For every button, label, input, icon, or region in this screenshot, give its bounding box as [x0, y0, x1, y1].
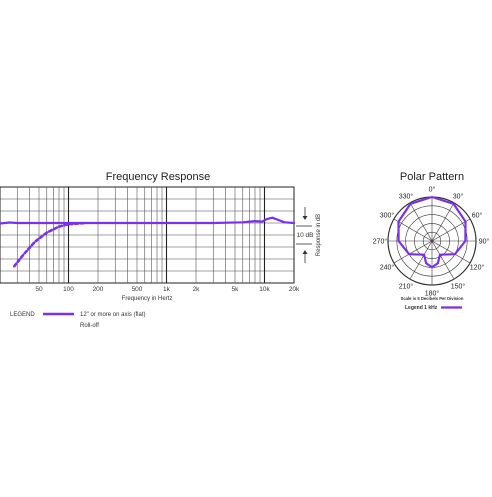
y-axis-label: Response in dB — [316, 214, 322, 256]
polar-spoke — [393, 218, 433, 242]
polar-angle-label: 240° — [380, 264, 395, 272]
series-line-flat — [0, 216, 296, 225]
polar-scale-note: Scale is 5 Decibels Per Division — [401, 296, 464, 301]
frequency-series — [0, 216, 296, 268]
polar-spoke — [431, 202, 455, 242]
vertical-gridlines — [16, 187, 266, 283]
polar-spoke — [431, 240, 455, 280]
scale-arrow-down-icon — [302, 216, 308, 220]
x-tick-label: 100 — [63, 286, 74, 293]
legend-title: LEGEND — [10, 312, 35, 318]
frequency-response-title: Frequency Response — [106, 171, 211, 183]
polar-angle-label: 0° — [429, 186, 436, 194]
x-tick-labels: 50 100 200 500 1k 2k 5k 10k 20k — [35, 286, 300, 293]
polar-spokes — [388, 197, 476, 285]
polar-pattern-chart: Polar Pattern 0° 30° 60° 90° 120° 150° 180° 210… — [373, 171, 490, 311]
polar-spoke — [431, 240, 471, 264]
polar-pattern-title: Polar Pattern — [400, 171, 464, 183]
polar-angle-label: 30° — [453, 192, 464, 200]
x-tick-label: 2k — [193, 286, 201, 293]
legend-entry-rolloff: Roll-off — [80, 323, 99, 329]
x-axis-label: Frequency in Hertz — [122, 296, 173, 302]
x-tick-label: 1k — [163, 286, 171, 293]
polar-angle-labels: 0° 30° 60° 90° 120° 150° 180° 210° 240° 270° 300° 3… — [373, 186, 490, 298]
polar-angle-label: 120° — [470, 264, 485, 272]
polar-angle-label: 210° — [399, 283, 414, 291]
series-line-rolloff — [13, 221, 88, 268]
polar-angle-label: 150° — [451, 283, 466, 291]
polar-series-line — [397, 195, 467, 269]
x-tick-label: 50 — [35, 286, 43, 293]
polar-legend-label: Legend 1 kHz — [405, 305, 438, 311]
frequency-legend: LEGEND 12" or more on axis (flat) Roll-o… — [10, 312, 146, 329]
polar-angle-label: 300° — [380, 212, 395, 220]
x-tick-label: 10k — [259, 286, 270, 293]
polar-angle-label: 270° — [373, 238, 388, 246]
x-tick-label: 5k — [232, 286, 240, 293]
polar-angle-label: 60° — [472, 212, 483, 220]
db-scale-marker: 10 dB — [296, 207, 314, 263]
polar-spoke — [409, 202, 433, 242]
polar-spoke — [431, 218, 471, 242]
polar-spoke — [393, 240, 433, 264]
x-tick-label: 500 — [132, 286, 143, 293]
polar-series — [397, 195, 467, 269]
frequency-response-chart: Frequency Response 50 100 200 500 1k 2k 5k 10k 2… — [0, 171, 322, 329]
legend-entry-flat: 12" or more on axis (flat) — [80, 312, 146, 318]
polar-angle-label: 180° — [425, 290, 440, 298]
x-tick-label: 20k — [289, 286, 300, 293]
polar-angle-label: 90° — [479, 238, 490, 246]
polar-spoke — [409, 240, 433, 280]
scale-marker-label: 10 dB — [297, 232, 314, 239]
x-tick-label: 200 — [93, 286, 104, 293]
polar-angle-label: 330° — [399, 192, 414, 200]
